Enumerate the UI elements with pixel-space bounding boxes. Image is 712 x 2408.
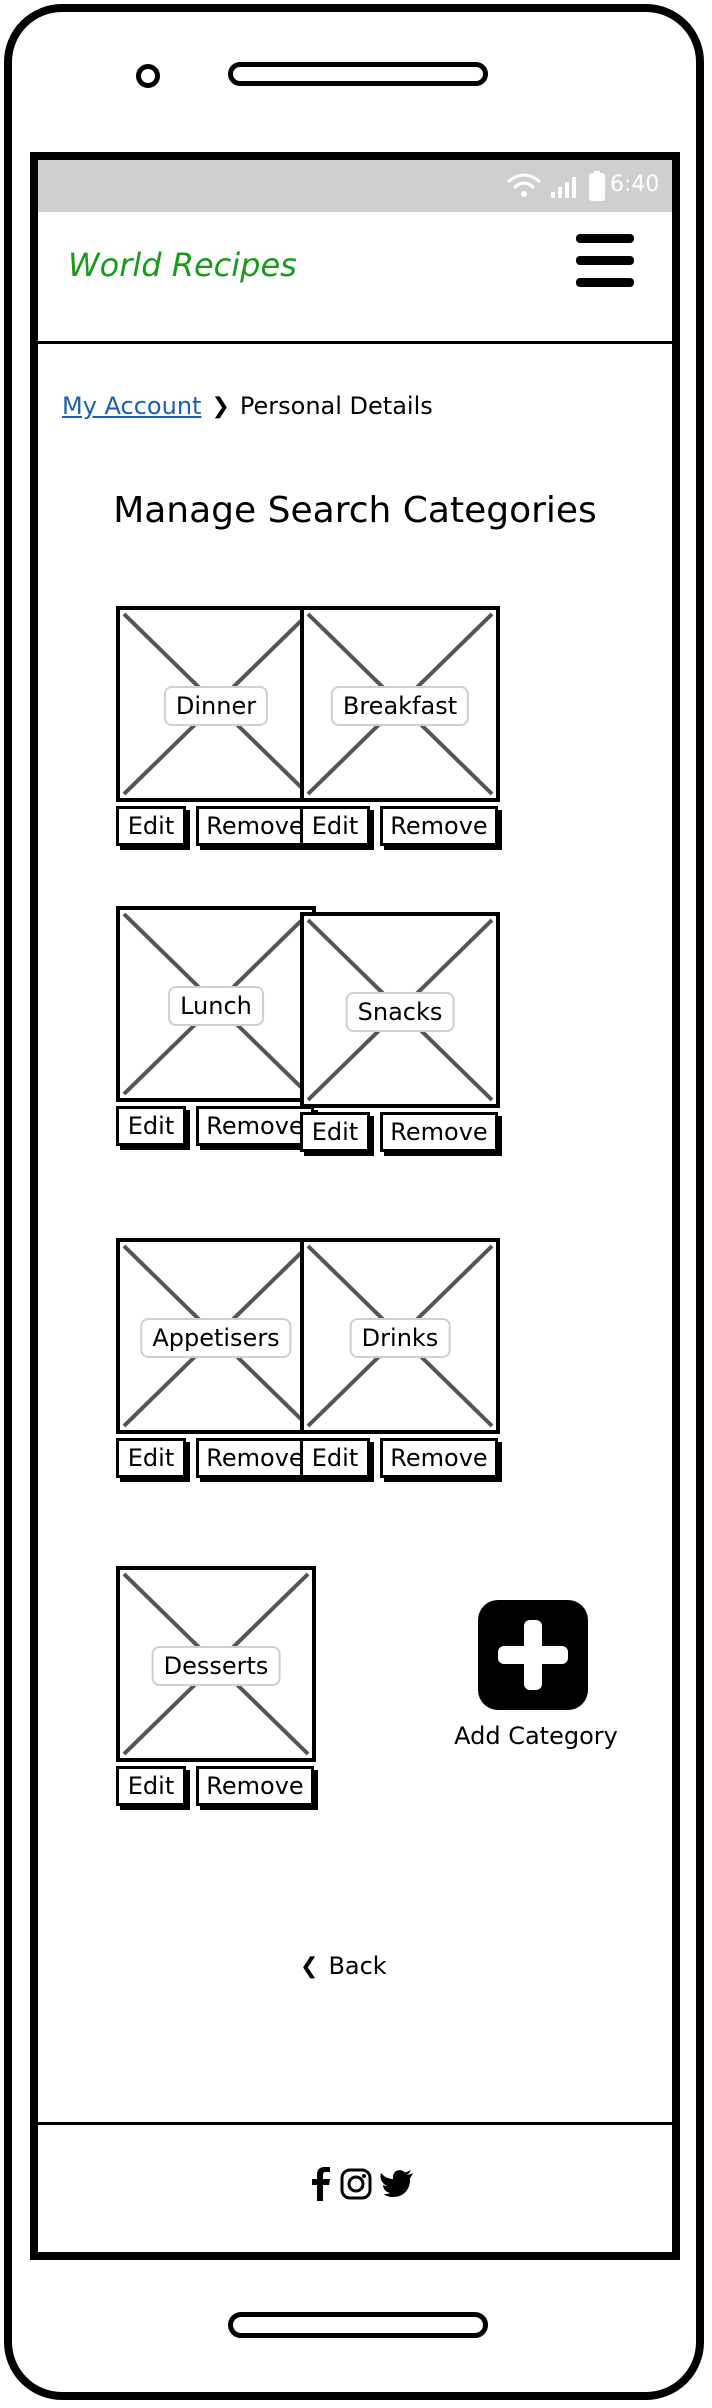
footer bbox=[38, 2122, 672, 2252]
edit-button[interactable]: Edit bbox=[116, 1106, 186, 1146]
social-links bbox=[308, 2167, 414, 2201]
category-image-placeholder: Dinner bbox=[116, 606, 316, 802]
speaker-grille bbox=[228, 62, 488, 86]
remove-button[interactable]: Remove bbox=[380, 1438, 498, 1478]
edit-button[interactable]: Edit bbox=[116, 1766, 186, 1806]
breadcrumb-link-my-account[interactable]: My Account bbox=[62, 392, 202, 420]
wifi-icon bbox=[504, 170, 544, 202]
category-image-placeholder: Snacks bbox=[300, 912, 500, 1108]
category-name: Breakfast bbox=[330, 686, 470, 726]
back-button[interactable]: ❮ Back bbox=[300, 1952, 387, 1980]
home-bar bbox=[228, 2312, 488, 2338]
breadcrumb-current: Personal Details bbox=[239, 392, 433, 420]
category-name: Dinner bbox=[163, 686, 269, 726]
remove-button[interactable]: Remove bbox=[196, 1106, 314, 1146]
facebook-icon[interactable] bbox=[308, 2167, 332, 2201]
plus-icon[interactable] bbox=[478, 1600, 588, 1710]
edit-button[interactable]: Edit bbox=[116, 806, 186, 846]
edit-button[interactable]: Edit bbox=[300, 1112, 370, 1152]
edit-button[interactable]: Edit bbox=[116, 1438, 186, 1478]
camera-icon bbox=[136, 64, 160, 88]
category-name: Desserts bbox=[151, 1646, 281, 1686]
twitter-icon[interactable] bbox=[380, 2169, 414, 2199]
app-screen: 6:40 World Recipes My Account ❯ Personal… bbox=[30, 152, 680, 2260]
category-name: Drinks bbox=[349, 1318, 451, 1358]
remove-button[interactable]: Remove bbox=[196, 806, 314, 846]
remove-button[interactable]: Remove bbox=[196, 1438, 314, 1478]
signal-icon bbox=[546, 170, 586, 202]
app-header: World Recipes bbox=[38, 212, 672, 344]
category-image-placeholder: Desserts bbox=[116, 1566, 316, 1762]
add-category-button[interactable]: Add Category bbox=[436, 1600, 636, 1760]
add-category-label: Add Category bbox=[454, 1722, 618, 1750]
back-label: Back bbox=[328, 1952, 387, 1980]
status-bar: 6:40 bbox=[38, 160, 672, 212]
category-image-placeholder: Lunch bbox=[116, 906, 316, 1102]
category-image-placeholder: Breakfast bbox=[300, 606, 500, 802]
category-name: Snacks bbox=[345, 992, 455, 1032]
page-title: Manage Search Categories bbox=[113, 490, 597, 531]
remove-button[interactable]: Remove bbox=[380, 806, 498, 846]
app-title[interactable]: World Recipes bbox=[68, 246, 297, 284]
category-name: Lunch bbox=[168, 986, 264, 1026]
status-time: 6:40 bbox=[610, 172, 660, 197]
category-image-placeholder: Drinks bbox=[300, 1238, 500, 1434]
remove-button[interactable]: Remove bbox=[380, 1112, 498, 1152]
battery-icon bbox=[586, 170, 608, 202]
edit-button[interactable]: Edit bbox=[300, 1438, 370, 1478]
chevron-right-icon: ❯ bbox=[211, 393, 230, 419]
chevron-left-icon: ❮ bbox=[300, 1953, 319, 1979]
category-name: Appetisers bbox=[140, 1318, 292, 1358]
instagram-icon[interactable] bbox=[340, 2168, 372, 2200]
edit-button[interactable]: Edit bbox=[300, 806, 370, 846]
breadcrumb: My Account ❯ Personal Details bbox=[62, 392, 433, 420]
hamburger-menu-icon[interactable] bbox=[576, 234, 634, 288]
remove-button[interactable]: Remove bbox=[196, 1766, 314, 1806]
category-image-placeholder: Appetisers bbox=[116, 1238, 316, 1434]
